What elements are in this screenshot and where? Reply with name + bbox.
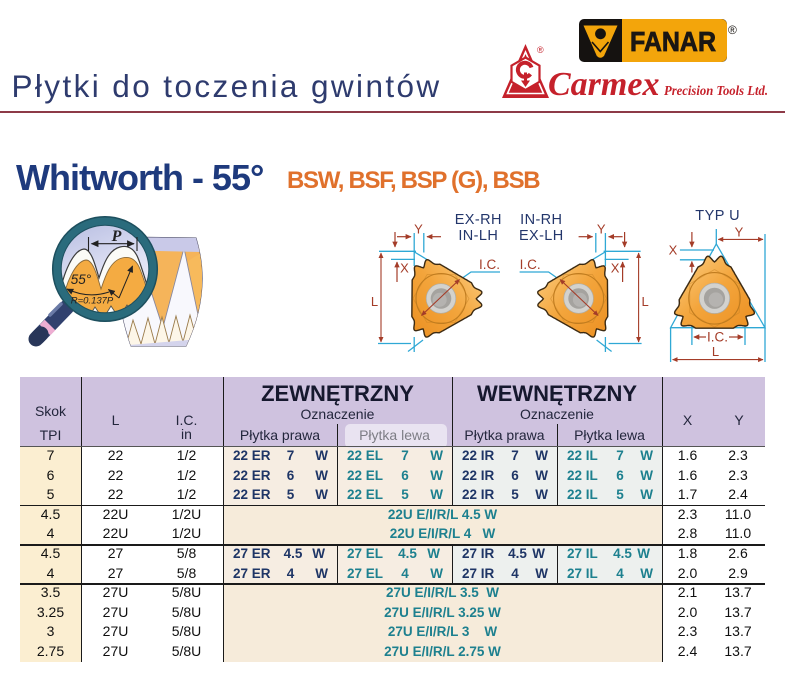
svg-text:®: ® (537, 45, 544, 55)
svg-text:L: L (712, 344, 719, 359)
svg-text:Carmex: Carmex (548, 66, 659, 103)
svg-text:I.C.: I.C. (479, 257, 500, 272)
svg-text:IN-LH: IN-LH (458, 228, 498, 244)
svg-text:®: ® (728, 23, 737, 37)
svg-text:I.C.: I.C. (520, 257, 541, 272)
svg-text:Y: Y (735, 225, 744, 240)
svg-text:Y: Y (414, 222, 423, 237)
svg-text:EX-RH: EX-RH (455, 212, 502, 228)
svg-text:R=0.137P: R=0.137P (71, 296, 114, 307)
svg-text:X: X (669, 243, 678, 258)
svg-text:Y: Y (597, 222, 606, 237)
svg-text:55°: 55° (71, 272, 92, 287)
svg-text:IN-RH: IN-RH (520, 212, 562, 228)
svg-text:X: X (611, 261, 620, 276)
svg-text:P: P (111, 228, 122, 245)
svg-text:Precision Tools Ltd.: Precision Tools Ltd. (664, 83, 768, 98)
svg-text:X: X (400, 261, 409, 276)
svg-text:FANAR: FANAR (630, 26, 716, 57)
svg-text:TYP U: TYP U (695, 208, 740, 224)
svg-text:L: L (371, 294, 378, 309)
svg-text:EX-LH: EX-LH (519, 228, 564, 244)
svg-text:L: L (641, 294, 648, 309)
svg-text:I.C.: I.C. (707, 330, 728, 345)
